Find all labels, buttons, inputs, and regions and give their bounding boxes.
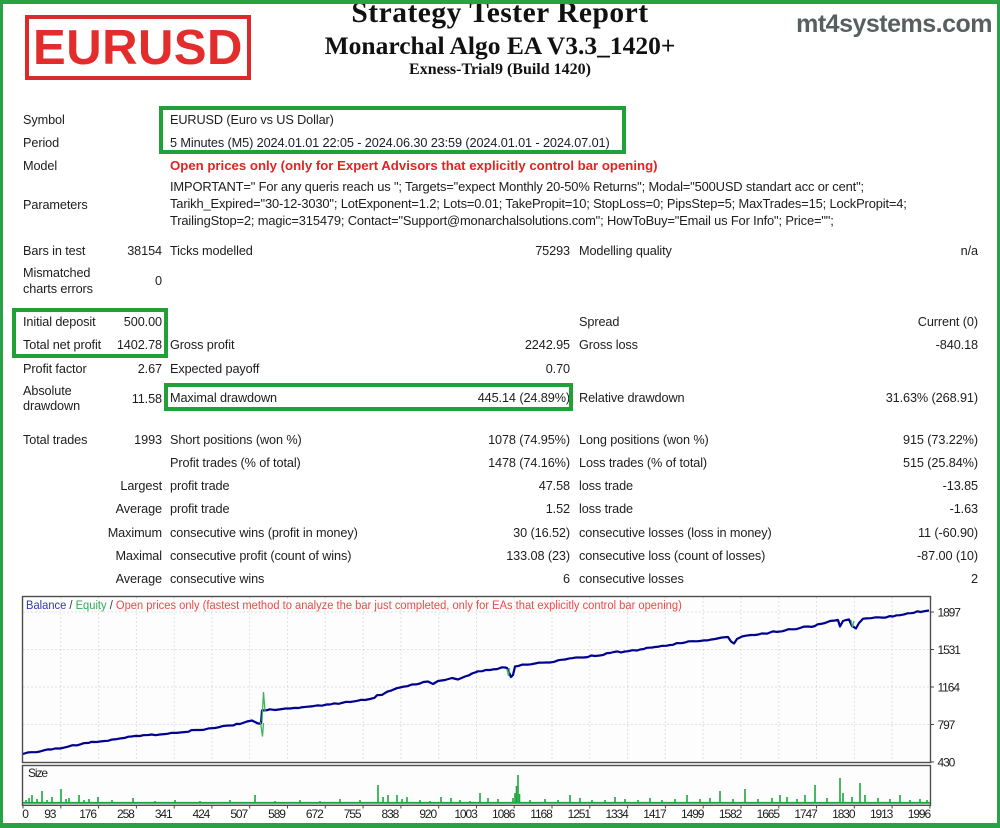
svg-text:1086: 1086 xyxy=(492,807,516,821)
svg-text:1531: 1531 xyxy=(938,643,962,657)
svg-text:1897: 1897 xyxy=(938,605,962,619)
svg-text:341: 341 xyxy=(155,807,173,821)
svg-text:1164: 1164 xyxy=(938,680,961,694)
svg-text:797: 797 xyxy=(938,718,956,732)
svg-text:589: 589 xyxy=(268,807,286,821)
svg-text:1251: 1251 xyxy=(568,807,592,821)
svg-text:1334: 1334 xyxy=(605,807,629,821)
svg-text:0: 0 xyxy=(22,807,29,821)
svg-text:755: 755 xyxy=(344,807,362,821)
svg-text:93: 93 xyxy=(44,807,57,821)
svg-text:920: 920 xyxy=(419,807,437,821)
svg-text:838: 838 xyxy=(382,807,400,821)
svg-text:1830: 1830 xyxy=(832,807,856,821)
svg-text:1996: 1996 xyxy=(908,807,932,821)
svg-text:1665: 1665 xyxy=(757,807,781,821)
svg-text:258: 258 xyxy=(117,807,135,821)
svg-text:1747: 1747 xyxy=(794,807,818,821)
svg-text:1499: 1499 xyxy=(681,807,705,821)
svg-text:424: 424 xyxy=(193,807,211,821)
svg-text:Size: Size xyxy=(28,766,48,780)
svg-text:Balance / Equity / Open prices: Balance / Equity / Open prices only (fas… xyxy=(26,600,682,612)
svg-text:1582: 1582 xyxy=(719,807,743,821)
svg-text:1168: 1168 xyxy=(530,807,553,821)
svg-text:507: 507 xyxy=(230,807,248,821)
svg-text:1417: 1417 xyxy=(643,807,667,821)
svg-text:430: 430 xyxy=(938,755,956,769)
svg-text:672: 672 xyxy=(306,807,324,821)
svg-text:1913: 1913 xyxy=(870,807,894,821)
svg-text:176: 176 xyxy=(79,807,97,821)
svg-text:1003: 1003 xyxy=(454,807,478,821)
